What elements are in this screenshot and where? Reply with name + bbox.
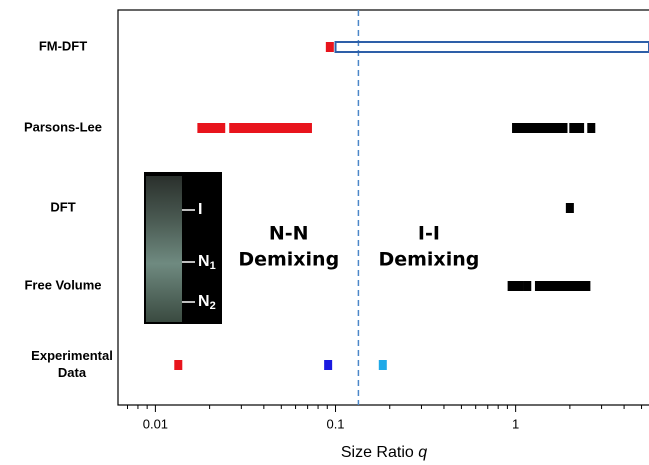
category-label: Experimental bbox=[31, 348, 113, 363]
inset-label-main: N bbox=[198, 253, 210, 270]
category-label: FM-DFT bbox=[39, 38, 87, 53]
category-label: Data bbox=[58, 365, 87, 380]
range-bar bbox=[512, 123, 568, 133]
x-axis-label-text: Size Ratio bbox=[341, 444, 414, 461]
data-point bbox=[217, 123, 226, 133]
inset-label: I bbox=[198, 201, 202, 218]
x-tick-label: 1 bbox=[512, 416, 519, 431]
annotation: Demixing bbox=[378, 249, 479, 271]
x-tick-label: 0.1 bbox=[326, 416, 344, 431]
data-point bbox=[507, 281, 516, 291]
inset-label: N2 bbox=[198, 293, 216, 312]
data-point bbox=[174, 360, 183, 370]
inset-label-main: N bbox=[198, 293, 210, 310]
inset-label-main: I bbox=[198, 201, 202, 218]
category-label: Parsons-Lee bbox=[24, 119, 102, 134]
data-point bbox=[569, 123, 578, 133]
x-axis-label-variable: q bbox=[418, 444, 427, 461]
x-tick-label: 0.01 bbox=[143, 416, 168, 431]
inset-label-sub: 2 bbox=[210, 300, 216, 312]
range-bar bbox=[534, 281, 591, 291]
range-bar bbox=[229, 123, 312, 133]
category-label: Free Volume bbox=[24, 277, 101, 292]
range-bar bbox=[334, 41, 649, 53]
data-point bbox=[378, 360, 387, 370]
annotation: I-I bbox=[418, 223, 440, 245]
data-point bbox=[325, 42, 334, 52]
category-label: DFT bbox=[50, 199, 75, 214]
annotation: N-N bbox=[269, 223, 309, 245]
x-axis-label: Size Ratio q bbox=[341, 444, 427, 461]
data-point bbox=[203, 123, 212, 133]
data-point bbox=[587, 123, 596, 133]
data-point bbox=[210, 123, 219, 133]
data-point bbox=[324, 360, 333, 370]
plot-frame bbox=[117, 9, 649, 406]
inset-label: N1 bbox=[198, 253, 216, 272]
data-point bbox=[565, 203, 574, 213]
annotation: Demixing bbox=[238, 249, 339, 271]
data-point bbox=[515, 281, 524, 291]
data-point bbox=[523, 281, 532, 291]
data-point bbox=[197, 123, 206, 133]
inset-label-sub: 1 bbox=[210, 260, 216, 272]
inset-photo bbox=[144, 172, 222, 324]
data-point bbox=[576, 123, 585, 133]
